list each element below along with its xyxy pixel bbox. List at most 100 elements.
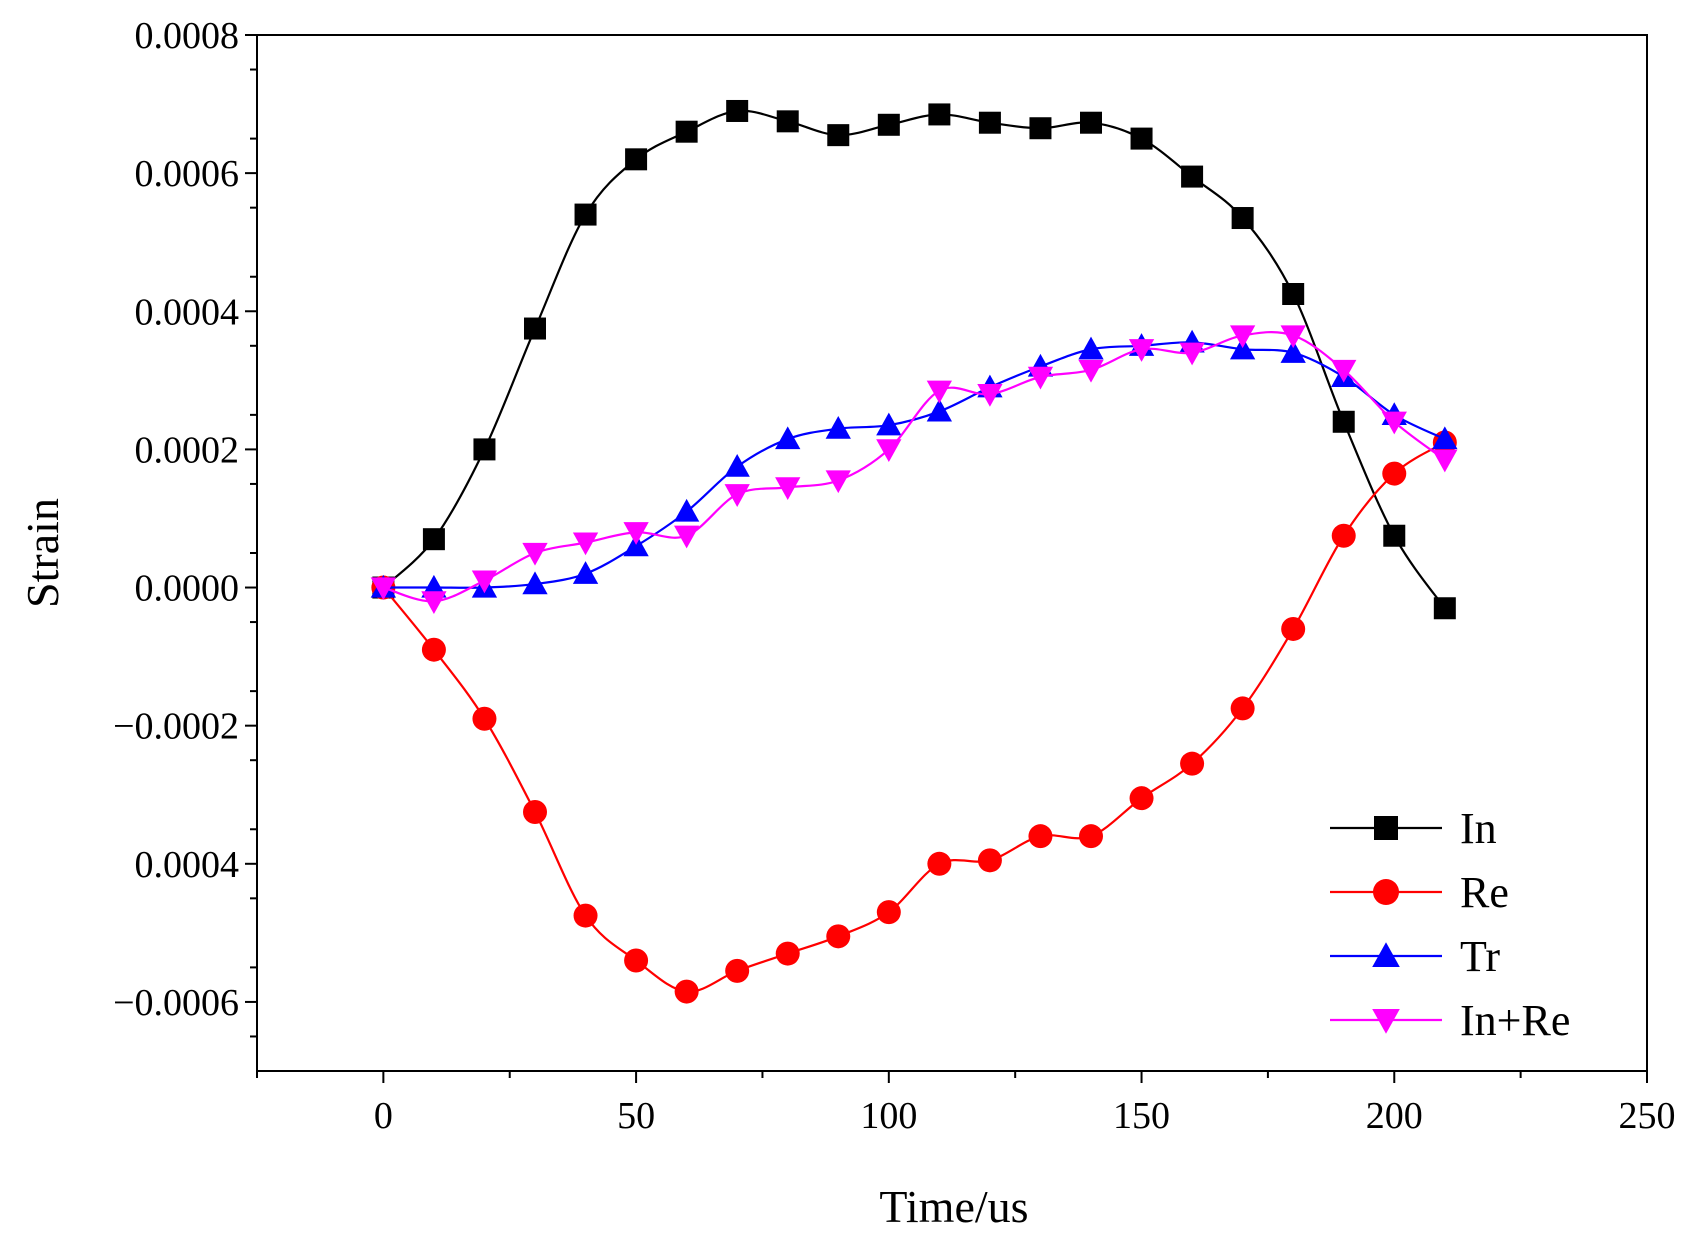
y-tick-label: 0.0002 [135,429,240,471]
legend-label: Re [1460,868,1509,917]
data-point-in-plus-re [926,380,953,404]
data-point-tr [522,571,548,595]
data-point-in [827,124,850,147]
data-point-tr [825,416,851,439]
x-tick-label: 250 [1619,1095,1676,1137]
data-point-tr [926,398,953,422]
legend-item-in-plus-re: In+Re [1330,996,1570,1045]
data-point-re [876,900,901,925]
legend-label: In [1460,804,1497,853]
data-point-re [1079,824,1103,849]
data-point-in-plus-re [1027,366,1054,390]
data-point-in-plus-re [876,439,902,463]
data-point-in [776,110,799,133]
data-point-in-plus-re [1432,449,1458,473]
data-point-in [1282,283,1305,305]
axis-ticks: 0 50 100 150 200 250 0.0008 0.0006 0.0004 0.0002 0… [113,15,1675,1137]
data-point-in-plus-re [1381,411,1407,435]
data-point-in-plus-re [623,522,649,545]
data-point-in [928,103,951,126]
data-point-re [725,958,750,983]
x-tick-label: 100 [860,1095,917,1137]
data-point-re [1382,461,1407,486]
data-point-tr [673,498,700,522]
data-point-in-plus-re [471,570,498,594]
data-point-re [826,924,851,949]
data-point-in-plus-re [977,384,1003,407]
y-tick-label: −0.0006 [113,982,239,1024]
data-point-re [472,706,497,731]
data-point-in [1383,524,1406,547]
data-point-in [1181,165,1204,188]
data-point-re [674,979,699,1004]
data-point-re [624,948,649,973]
data-point-in [877,113,900,136]
data-point-in-plus-re [775,477,801,501]
data-point-tr [572,561,599,584]
data-point-in-plus-re [572,532,599,556]
data-point-in-plus-re [1229,325,1256,349]
data-point-in-plus-re [1331,359,1357,383]
y-axis-title: Strain [17,498,68,608]
data-point-in [422,528,445,551]
data-point-re [977,848,1002,873]
x-tick-label: 150 [1113,1095,1170,1137]
series-layer [370,99,1458,1004]
data-point-in [1130,127,1153,150]
data-point-in [1332,410,1355,433]
series-in [372,99,1456,620]
data-point-re [1028,824,1053,849]
legend-marker [1374,816,1398,840]
legend-item-re: Re [1330,868,1509,917]
data-point-in [675,120,698,143]
data-point-in-plus-re [673,525,700,549]
series-re [371,430,1457,1004]
data-point-in-plus-re [421,591,447,614]
data-point-re [927,851,952,876]
data-point-in [1433,597,1456,620]
legend-item-tr: Tr [1330,932,1500,981]
legend: In Re Tr In+Re [1330,804,1570,1045]
series-line-re [382,441,1446,993]
data-point-tr [1280,340,1306,363]
data-point-re [523,800,547,824]
legend-marker [1373,879,1399,905]
data-point-in-plus-re [1128,339,1155,362]
y-tick-label: 0.0006 [135,153,240,195]
data-point-in-plus-re [370,577,397,601]
data-point-in [524,317,546,340]
data-point-in-plus-re [724,484,750,507]
y-tick-label: 0.0004 [135,844,240,886]
data-point-in [473,438,496,461]
data-point-tr [1432,426,1458,450]
data-point-re [1180,751,1205,776]
legend-label: In+Re [1460,996,1570,1045]
plot-frame [256,34,1648,1072]
x-axis-title: Time/us [879,1181,1028,1232]
data-point-in [978,111,1001,134]
data-point-in-plus-re [825,470,851,494]
data-point-in-plus-re [522,542,548,566]
data-point-re [775,941,800,966]
data-point-re [1129,786,1154,811]
data-point-in [625,148,648,171]
data-point-re [1331,523,1356,548]
data-point-in [1029,117,1052,140]
data-point-in-plus-re [1078,359,1104,383]
data-point-in-plus-re [1179,342,1205,366]
legend-item-in: In [1330,804,1497,853]
legend-label: Tr [1460,932,1500,981]
data-point-in [1231,207,1254,230]
data-point-in [726,99,749,122]
data-point-tr [876,412,902,436]
data-point-in-plus-re [1280,325,1306,349]
data-point-tr [775,426,801,450]
data-point-re [1281,616,1306,641]
legend-marker [1372,1008,1400,1034]
data-point-in [1080,111,1102,134]
series-line-in-plus-re [383,331,1446,603]
data-point-re [1230,696,1255,721]
data-point-tr [1078,336,1104,360]
y-tick-label: −0.0002 [113,706,239,748]
